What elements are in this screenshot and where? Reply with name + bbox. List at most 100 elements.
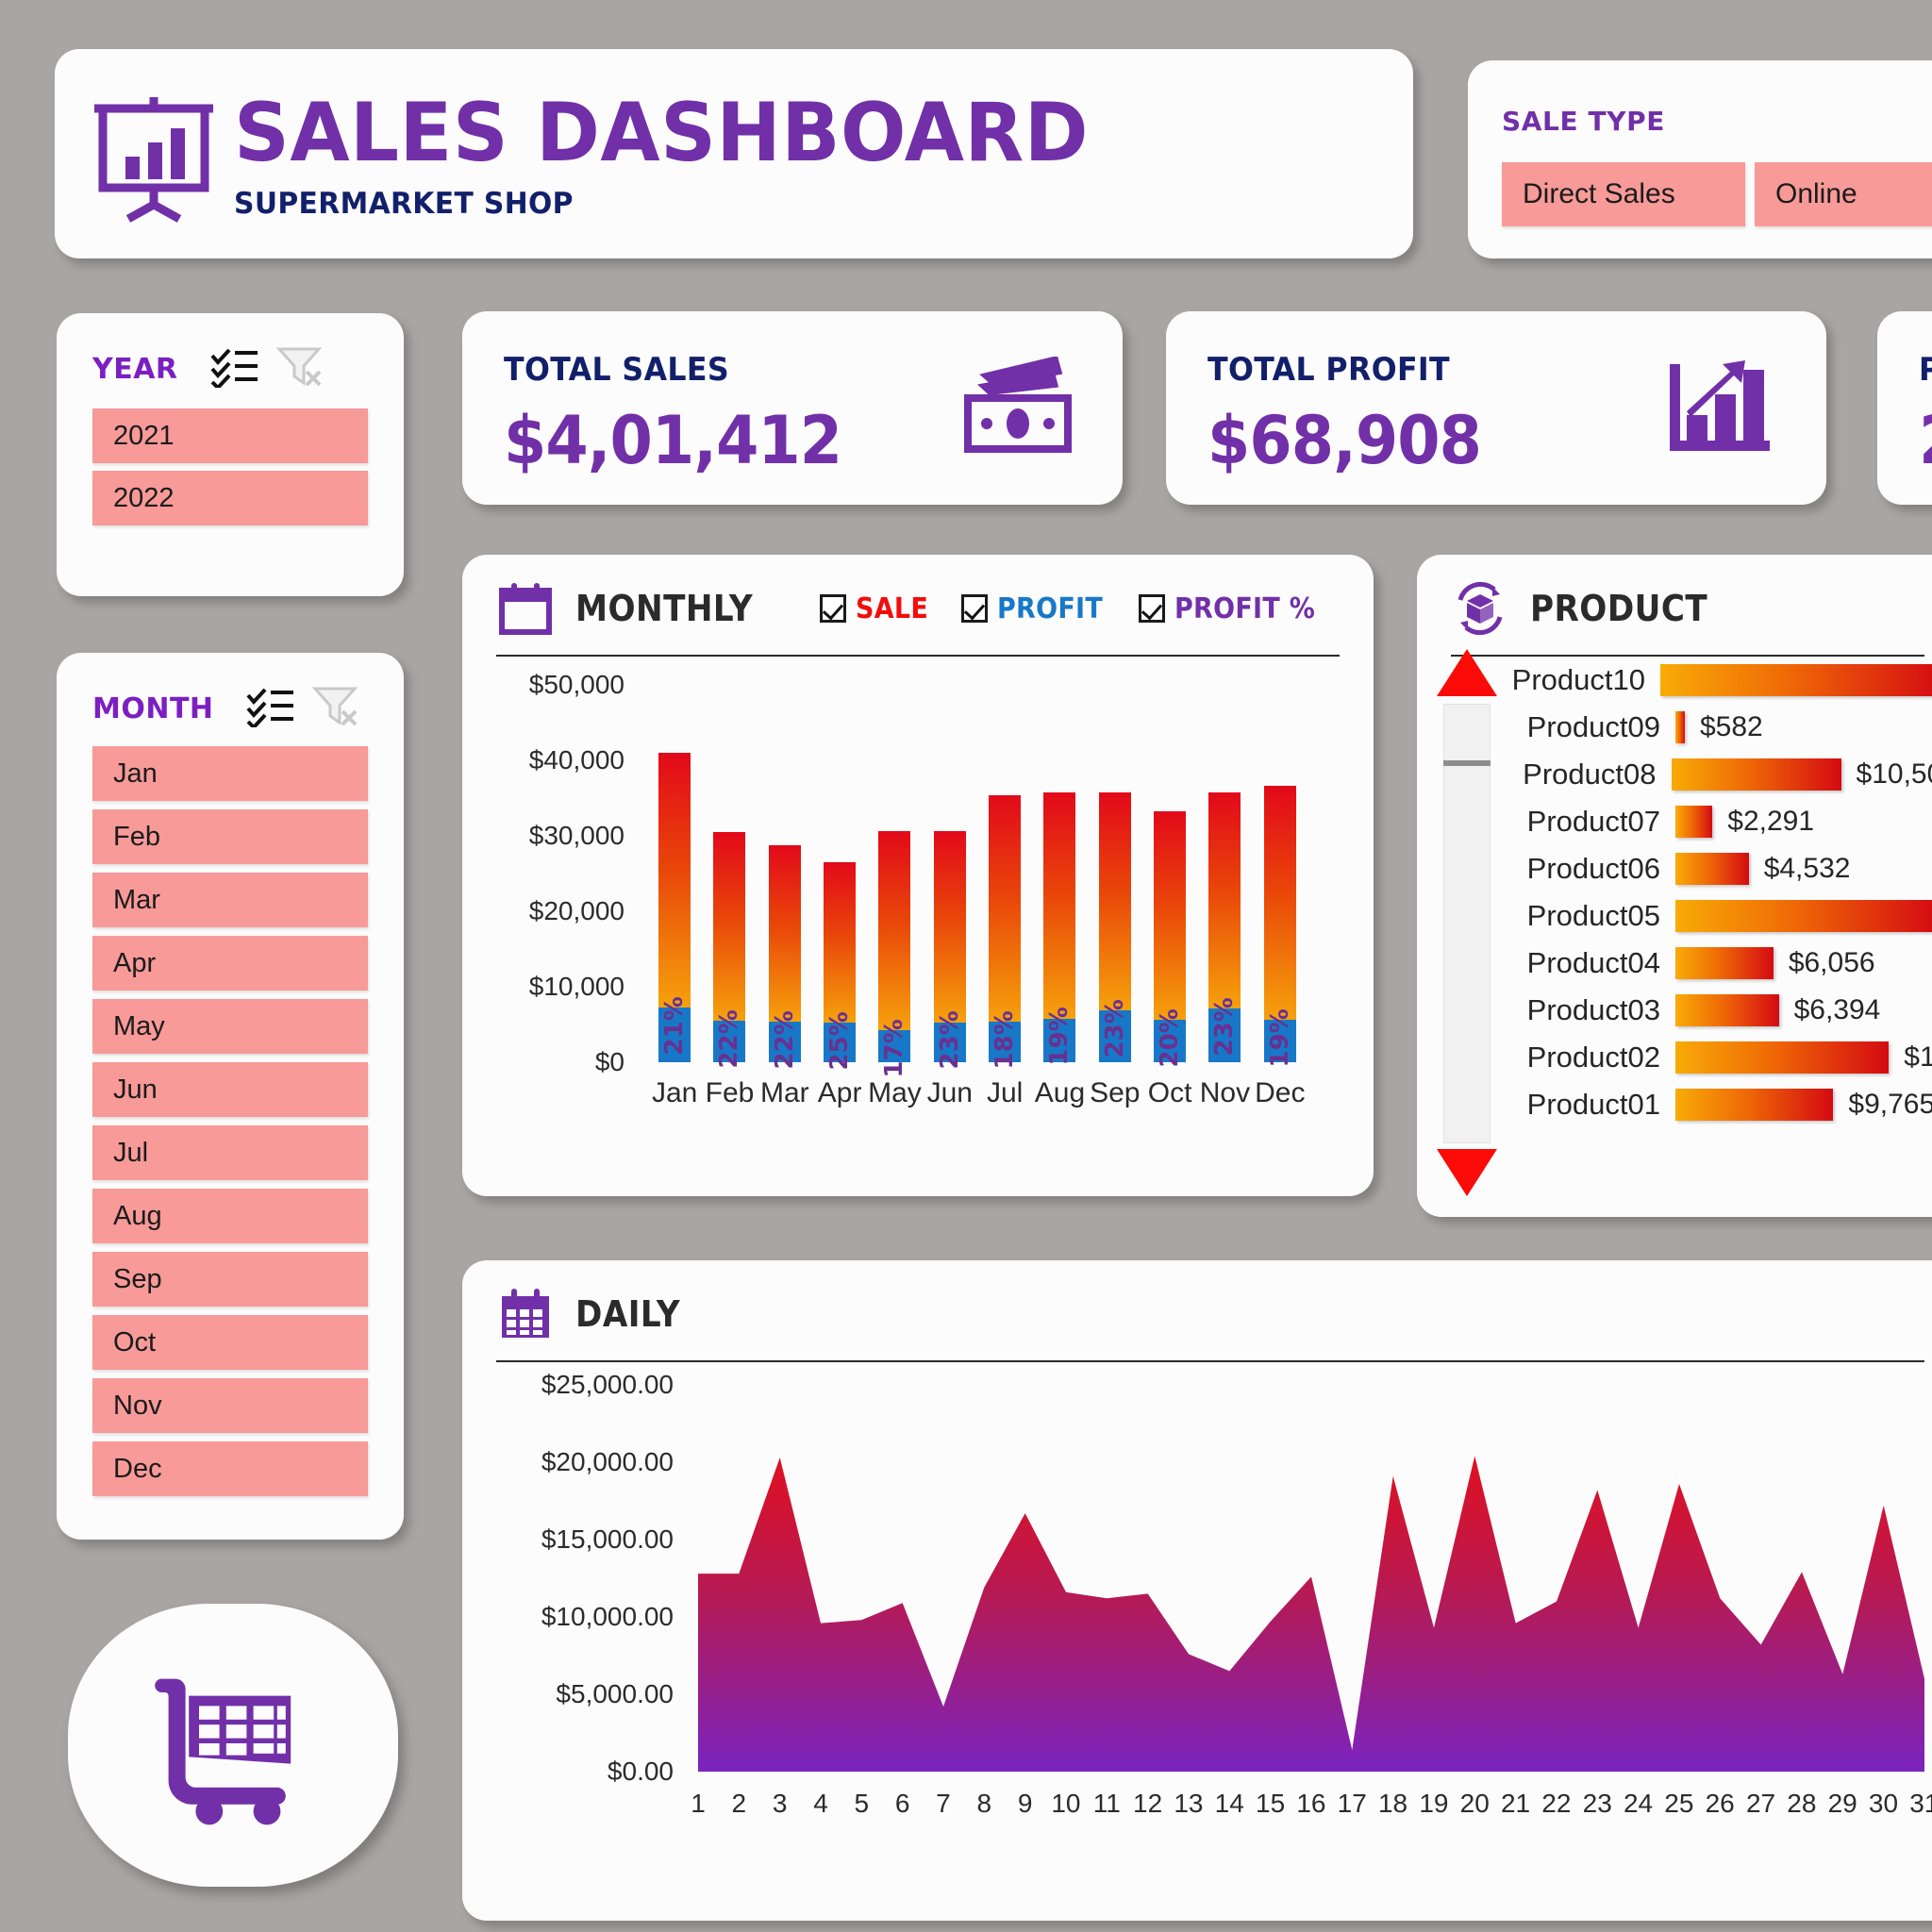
- daily-x-axis-tick: 26: [1705, 1789, 1735, 1818]
- month-filter-item[interactable]: Oct: [92, 1315, 368, 1370]
- product-row[interactable]: Product05: [1507, 892, 1932, 940]
- multi-select-icon[interactable]: [246, 686, 295, 732]
- monthly-bar-column[interactable]: 19%: [1253, 685, 1307, 1067]
- month-filter-item[interactable]: Aug: [92, 1189, 368, 1243]
- checkbox-sale[interactable]: [819, 594, 846, 623]
- monthly-bar-column[interactable]: 19%: [1032, 685, 1087, 1066]
- month-filter-item[interactable]: Jan: [92, 746, 368, 801]
- sale-type-label: SALE TYPE: [1502, 106, 1665, 137]
- month-filter-item[interactable]: Sep: [92, 1252, 368, 1307]
- month-filter-label: MONTH: [92, 692, 214, 725]
- scroll-up-arrow-icon[interactable]: [1437, 649, 1497, 696]
- monthly-panel-title: MONTHLY: [575, 588, 754, 629]
- monthly-bar-column[interactable]: 17%: [867, 685, 922, 1078]
- product-row[interactable]: Product08 $10,503: [1507, 751, 1932, 798]
- monthly-bar-column[interactable]: 25%: [812, 685, 867, 1071]
- product-row[interactable]: Product07 $2,291: [1507, 798, 1932, 845]
- product-row[interactable]: Product03 $6,394: [1507, 987, 1932, 1034]
- monthly-bar-column[interactable]: 23%: [923, 685, 977, 1070]
- year-filter-item[interactable]: 2021: [92, 408, 368, 463]
- checkbox-profit[interactable]: [960, 594, 988, 623]
- bar-segment-sale: [878, 831, 911, 1031]
- monthly-bar-column[interactable]: 23%: [1088, 685, 1142, 1062]
- monthly-bar-column[interactable]: 22%: [702, 685, 757, 1068]
- monthly-y-axis-tick: $50,000: [528, 670, 625, 699]
- daily-x-axis-tick: 18: [1377, 1789, 1408, 1818]
- product-row[interactable]: Product02 $13: [1507, 1034, 1932, 1081]
- scrollbar-thumb[interactable]: [1443, 760, 1491, 766]
- bar-segment-sale: [1098, 792, 1131, 1010]
- bar-segment-sale: [824, 862, 857, 1024]
- month-filter-item[interactable]: Mar: [92, 873, 368, 927]
- daily-x-axis-tick: 17: [1337, 1789, 1367, 1818]
- bar-label-profit-pct: 23%: [1100, 998, 1129, 1058]
- month-filter-item[interactable]: May: [92, 999, 368, 1054]
- checkbox-profit-pct[interactable]: [1139, 594, 1166, 623]
- product-bar: [1675, 711, 1685, 743]
- product-bar: [1675, 947, 1774, 979]
- daily-x-axis-tick: 23: [1582, 1789, 1612, 1818]
- product-row[interactable]: Product06 $4,532: [1507, 845, 1932, 892]
- product-divider: [1451, 655, 1924, 657]
- product-value-label: $582: [1700, 711, 1763, 742]
- monthly-y-axis-tick: $20,000: [528, 896, 625, 925]
- presentation-chart-icon: [83, 83, 225, 225]
- bar-segment-profit: [1043, 1018, 1076, 1062]
- year-filter-item[interactable]: 2022: [92, 471, 368, 525]
- legend-label-profit: PROFIT: [996, 591, 1103, 625]
- product-scrollbar[interactable]: [1437, 649, 1497, 1196]
- daily-x-axis-tick: 31: [1909, 1789, 1932, 1818]
- scroll-down-arrow-icon[interactable]: [1437, 1149, 1497, 1196]
- legend-item-profit[interactable]: PROFIT: [960, 591, 1115, 625]
- product-value-label: $6,394: [1793, 994, 1881, 1025]
- monthly-bar-column[interactable]: 21%: [647, 685, 702, 1062]
- kpi-value: $68,908: [1208, 402, 1482, 479]
- monthly-bar-column[interactable]: 22%: [758, 685, 812, 1069]
- bar-label-profit-pct: 19%: [1265, 1008, 1294, 1068]
- product-row[interactable]: Product04 $6,056: [1507, 940, 1932, 987]
- daily-y-axis-tick: $5,000.00: [556, 1679, 674, 1708]
- month-filter-item[interactable]: Jun: [92, 1062, 368, 1117]
- month-filter-item[interactable]: Feb: [92, 809, 368, 864]
- bar-label-profit-pct: 20%: [1156, 1008, 1185, 1068]
- legend-item-sale[interactable]: SALE: [819, 592, 937, 625]
- sale-type-option-online[interactable]: Online: [1755, 162, 1932, 226]
- sale-type-option-direct[interactable]: Direct Sales: [1502, 162, 1745, 226]
- month-filter-item[interactable]: Jul: [92, 1125, 368, 1180]
- month-filter-item[interactable]: Nov: [92, 1378, 368, 1433]
- bar-segment-profit: [933, 1022, 966, 1062]
- bar-segment-sale: [933, 831, 966, 1023]
- kpi-card-third-partial: P 2: [1877, 311, 1932, 505]
- daily-x-axis-tick: 14: [1214, 1789, 1244, 1818]
- sale-type-card: SALE TYPE Direct Sales Online: [1468, 60, 1932, 258]
- product-name: Product01: [1526, 1088, 1660, 1121]
- daily-x-axis-tick: 4: [813, 1789, 828, 1818]
- month-filter-item[interactable]: Dec: [92, 1441, 368, 1496]
- product-row[interactable]: Product09 $582: [1507, 704, 1932, 751]
- bar-segment-sale: [1154, 811, 1187, 1021]
- kpi-label: P: [1919, 351, 1932, 389]
- monthly-bar-column[interactable]: 23%: [1197, 685, 1252, 1062]
- daily-chart-card: DAILY $25,000.00 $20,000.00 $15,000.00 $10,…: [462, 1260, 1932, 1921]
- monthly-bar-column[interactable]: 18%: [977, 685, 1032, 1069]
- product-row[interactable]: Product01 $9,765: [1507, 1081, 1932, 1128]
- product-name: Product02: [1526, 1041, 1660, 1074]
- legend-item-profit-pct[interactable]: PROFIT %: [1139, 592, 1331, 625]
- bar-chart-growth-icon: [1664, 357, 1777, 460]
- daily-x-axis-tick: 27: [1745, 1789, 1776, 1818]
- bar-label-profit-pct: 25%: [825, 1011, 855, 1071]
- monthly-x-axis-tick: May: [868, 1077, 922, 1108]
- daily-x-axis-tick: 13: [1174, 1789, 1204, 1818]
- monthly-bar-column[interactable]: 20%: [1142, 685, 1197, 1067]
- daily-x-axis-tick: 29: [1827, 1789, 1857, 1818]
- multi-select-icon[interactable]: [210, 346, 259, 392]
- bar-segment-sale: [713, 832, 746, 1021]
- daily-panel-title: DAILY: [575, 1293, 681, 1335]
- monthly-chart-card: MONTHLY SALE PROFIT PROFIT % $50,000 $40,…: [462, 555, 1374, 1196]
- scrollbar-track[interactable]: [1443, 704, 1491, 1143]
- clear-filter-icon[interactable]: [311, 685, 359, 733]
- product-row[interactable]: Product10: [1507, 657, 1932, 704]
- clear-filter-icon[interactable]: [275, 345, 324, 393]
- kpi-label: TOTAL PROFIT: [1208, 351, 1450, 389]
- month-filter-item[interactable]: Apr: [92, 936, 368, 991]
